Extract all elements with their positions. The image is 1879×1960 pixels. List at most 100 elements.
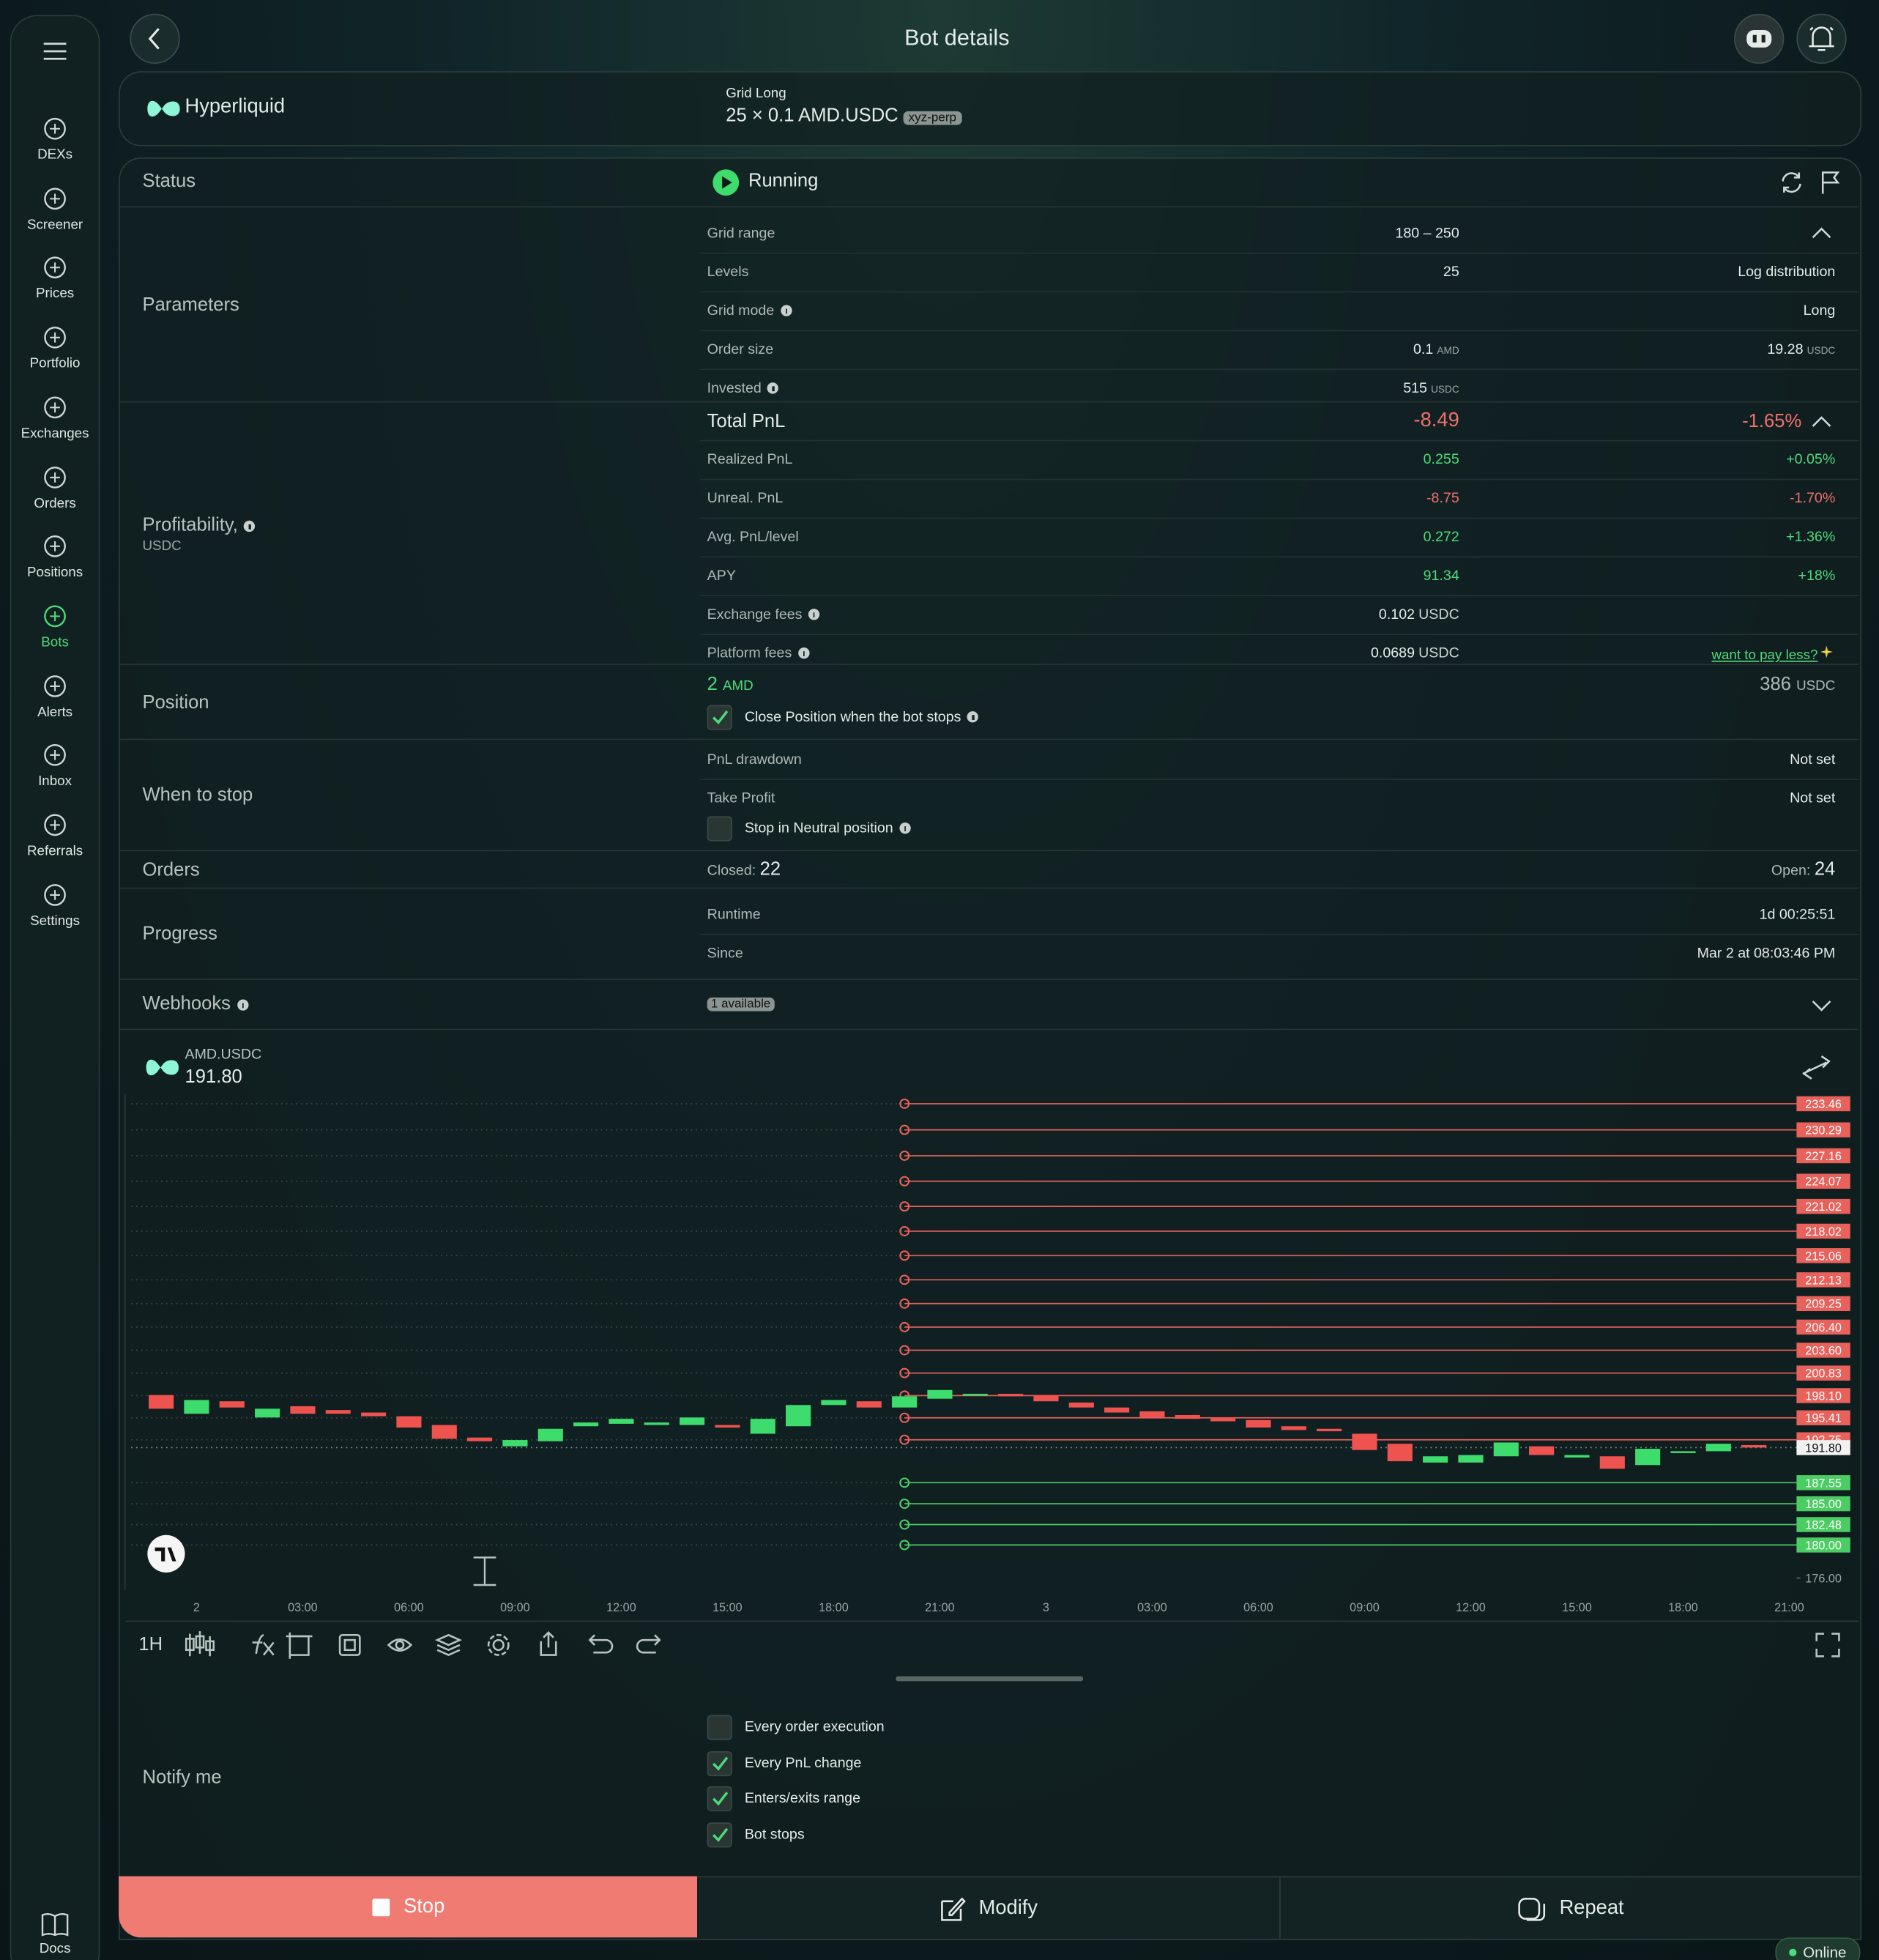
icon-shape	[50, 193, 60, 204]
nav-item[interactable]: Alerts	[11, 671, 98, 719]
nav-item[interactable]: Prices	[11, 253, 98, 302]
level-marker	[899, 1434, 910, 1445]
checkbox[interactable]	[707, 1786, 732, 1811]
data-row: Platform fees 0.0689 USDC want to pay less?	[699, 635, 1858, 672]
nav-item[interactable]: Orders	[11, 462, 98, 511]
x-tick-label: 06:00	[394, 1601, 424, 1614]
row-label: Exchange fees	[707, 607, 820, 623]
refresh-button[interactable]	[1778, 168, 1806, 196]
modify-button[interactable]: Modify	[697, 1876, 1280, 1939]
value: 386	[1760, 673, 1791, 695]
nav-item[interactable]: Bots	[11, 601, 98, 650]
flag-button[interactable]	[1817, 168, 1842, 196]
expand-button[interactable]	[1810, 998, 1833, 1012]
checkbox[interactable]	[707, 1715, 732, 1740]
resize-handle[interactable]	[896, 1676, 1084, 1682]
checkbox[interactable]	[707, 1751, 732, 1776]
info-icon[interactable]	[899, 823, 911, 834]
nav-label: Portfolio	[29, 356, 81, 372]
level-marker	[899, 1519, 910, 1530]
repeat-button[interactable]: Repeat	[1279, 1876, 1861, 1939]
nav-item[interactable]: Inbox	[11, 740, 98, 790]
nav-item[interactable]: Positions	[11, 532, 98, 580]
nav-item[interactable]: Screener	[11, 183, 98, 232]
nav-item[interactable]: Referrals	[11, 810, 98, 858]
back-button[interactable]	[129, 12, 182, 65]
collapse-button[interactable]	[1810, 225, 1833, 240]
collapse-button[interactable]	[1810, 414, 1833, 428]
label-text: Realized PnL	[707, 452, 793, 468]
settings-tool[interactable]	[487, 1633, 510, 1656]
fullscreen-button[interactable]	[1814, 1631, 1842, 1659]
close-position-option[interactable]: Close Position when the bot stops	[707, 705, 979, 730]
compare-tool[interactable]	[338, 1633, 361, 1656]
notify-option[interactable]: Bot stops	[707, 1822, 805, 1847]
checkbox[interactable]	[707, 1822, 732, 1847]
checkbox-label: Every order execution	[744, 1720, 885, 1735]
nav-label: DEXs	[37, 147, 73, 163]
price-tag-label: 185.00	[1805, 1498, 1842, 1511]
nav-label: Inbox	[38, 773, 72, 790]
section-label: Progress	[142, 923, 217, 945]
candle-body	[962, 1393, 988, 1396]
info-icon[interactable]	[797, 647, 810, 659]
notify-option[interactable]: Every PnL change	[707, 1751, 862, 1776]
nav-item[interactable]: Exchanges	[11, 393, 98, 441]
row-label: Runtime	[707, 907, 761, 922]
info-icon[interactable]	[244, 520, 256, 532]
candle-body	[325, 1410, 351, 1414]
icon-shape	[44, 675, 66, 697]
notify-option[interactable]: Enters/exits range	[707, 1786, 860, 1811]
status-dot	[1789, 1948, 1797, 1956]
menu-button[interactable]	[42, 41, 67, 61]
bot-avatar-button[interactable]	[1733, 12, 1785, 65]
candle-body	[1599, 1456, 1625, 1469]
nav-item[interactable]: DEXs	[11, 114, 98, 163]
nav-item[interactable]: Docs	[11, 1910, 98, 1956]
layers-tool[interactable]	[434, 1633, 463, 1656]
candles-tool[interactable]	[185, 1631, 215, 1657]
row-right-value: Mar 2 at 08:03:46 PM	[1697, 946, 1836, 961]
price-tag	[1796, 1173, 1850, 1189]
x-tick-label: 18:00	[819, 1601, 849, 1614]
share-tool[interactable]	[540, 1631, 557, 1656]
nav-icon	[44, 883, 66, 906]
row-value: 515 USDC	[1403, 382, 1459, 396]
checkbox[interactable]	[707, 816, 732, 842]
label-text: Invested	[707, 381, 762, 397]
data-row: APY 91.34 +18%	[699, 557, 1859, 597]
info-icon[interactable]	[767, 382, 779, 394]
icon-shape	[44, 117, 66, 140]
info-icon[interactable]	[237, 999, 248, 1011]
undo-tool[interactable]	[588, 1634, 614, 1654]
stop-button[interactable]: Stop	[119, 1876, 698, 1938]
row-value: 0.0689 USDC	[1371, 646, 1459, 661]
info-icon[interactable]	[780, 305, 792, 316]
candle-body	[1139, 1411, 1165, 1418]
info-icon[interactable]	[967, 711, 979, 723]
nav-item[interactable]: Portfolio	[11, 322, 98, 371]
notifications-button[interactable]	[1796, 12, 1848, 65]
nav-item[interactable]: Settings	[11, 880, 98, 928]
checkbox[interactable]	[707, 705, 732, 730]
label-text: Since	[707, 946, 743, 962]
redo-tool[interactable]	[636, 1634, 661, 1654]
checkbox-label: Every PnL change	[744, 1756, 862, 1771]
swap-button[interactable]	[1799, 1053, 1834, 1083]
frame-tool[interactable]	[286, 1632, 313, 1659]
candle-body	[1033, 1395, 1059, 1402]
row-value: 0.102 USDC	[1379, 607, 1459, 622]
price-tag-label: 212.13	[1805, 1274, 1842, 1287]
visibility-tool[interactable]	[387, 1638, 413, 1652]
link[interactable]: want to pay less?	[1711, 647, 1818, 664]
price-tag-label: 221.02	[1805, 1200, 1842, 1214]
info-icon[interactable]	[808, 609, 820, 620]
interval-button[interactable]: 1H	[138, 1633, 163, 1655]
notify-option[interactable]: Every order execution	[707, 1715, 885, 1740]
candle-body	[290, 1406, 316, 1414]
indicator-tool[interactable]	[252, 1634, 275, 1656]
nav-icon	[44, 396, 66, 418]
row-right-value: +1.36%	[1786, 530, 1835, 545]
neutral-stop-option[interactable]: Stop in Neutral position	[707, 816, 911, 842]
